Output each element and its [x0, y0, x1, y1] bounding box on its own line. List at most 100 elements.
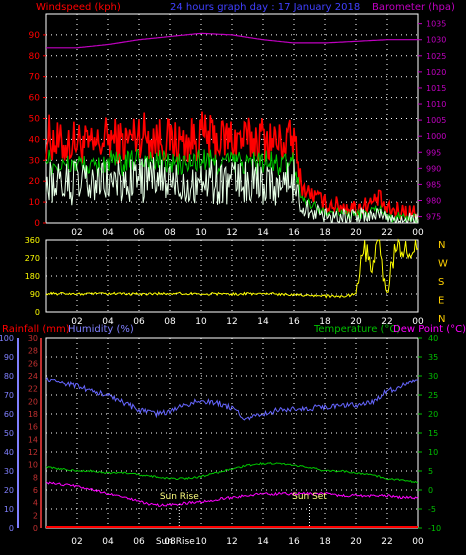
wind-tick-label: 30	[29, 156, 41, 166]
sunrise-label: Sun Rise	[160, 492, 199, 502]
axis-labels: 02 04 06 08 10 12 14 16 18 20 22 000102030405060708…	[0, 20, 448, 547]
x-tick-label: 10	[195, 317, 207, 327]
rainfall-tick-label: 10	[28, 461, 38, 470]
temperature-tick-label: 20	[428, 410, 438, 419]
x-tick-label: 14	[257, 537, 269, 547]
grid-lines	[46, 14, 419, 528]
x-tick-label: 08	[164, 228, 176, 238]
humidity-tick-label: 30	[4, 467, 14, 476]
compass-label: N	[438, 240, 445, 251]
barometer-tick-label: 990	[426, 164, 441, 173]
wind-tick-label: 10	[29, 198, 41, 208]
direction-tick-label: 0	[35, 308, 40, 317]
temperature-tick-label: 35	[428, 353, 438, 362]
rainfall-tick-label: 14	[28, 435, 38, 444]
x-tick-label: 08	[164, 537, 176, 547]
x-tick-label: 06	[133, 317, 145, 327]
humidity-axis-label: Humidity (%)	[68, 324, 134, 335]
x-tick-label: 12	[226, 228, 237, 238]
barometer-tick-label: 1030	[426, 36, 446, 45]
rainfall-tick-label: 26	[28, 359, 38, 368]
direction-tick-label: 180	[25, 272, 40, 281]
x-tick-label: 16	[288, 317, 300, 327]
humidity-tick-label: 10	[4, 505, 14, 514]
x-tick-label: 00	[412, 317, 424, 327]
x-tick-label: 06	[133, 228, 145, 238]
wind-tick-label: 80	[29, 52, 41, 62]
wind-tick-label: 70	[29, 73, 41, 83]
wind-direction-line	[45, 238, 419, 299]
humidity-tick-label: 40	[4, 448, 14, 457]
rainfall-tick-label: 2	[33, 511, 38, 520]
temperature-tick-label: -5	[428, 505, 436, 514]
dewpoint-line	[45, 481, 419, 507]
temperature-tick-label: -10	[428, 524, 441, 533]
barometer-tick-label: 985	[426, 180, 441, 189]
x-tick-label: 20	[350, 537, 362, 547]
rainfall-tick-label: 30	[28, 334, 38, 343]
x-tick-label: 00	[412, 537, 424, 547]
direction-tick-label: 90	[30, 290, 40, 299]
rainfall-tick-label: 6	[33, 486, 38, 495]
windspeed-axis-label: Windspeed (kph)	[36, 2, 121, 13]
compass-label: S	[438, 277, 444, 288]
direction-tick-label: 270	[25, 254, 40, 263]
wind-tick-label: 60	[29, 94, 41, 104]
wind-tick-label: 50	[29, 115, 41, 125]
temperature-tick-label: 25	[428, 391, 438, 400]
temperature-tick-label: 0	[428, 486, 433, 495]
barometer-tick-label: 975	[426, 213, 441, 222]
temperature-axis-label: Temperature (°C)	[313, 324, 400, 335]
wind-tick-label: 90	[29, 31, 41, 41]
wind-tick-label: 20	[29, 177, 41, 187]
series-layer	[45, 32, 419, 528]
x-tick-label: 12	[226, 537, 237, 547]
compass-label: N	[438, 314, 445, 325]
x-tick-label: 12	[226, 317, 237, 327]
barometer-line	[46, 32, 418, 49]
x-tick-label: 04	[102, 317, 114, 327]
x-tick-label: 00	[412, 228, 424, 238]
x-tick-label: 20	[350, 317, 362, 327]
x-tick-label: 14	[257, 228, 269, 238]
x-tick-label: 10	[195, 537, 207, 547]
x-tick-label: 02	[71, 228, 82, 238]
humidity-tick-label: 70	[4, 391, 14, 400]
rainfall-tick-label: 12	[28, 448, 38, 457]
rainfall-tick-label: 28	[28, 347, 38, 356]
x-tick-label: 10	[195, 228, 207, 238]
humidity-tick-label: 80	[4, 372, 14, 381]
temperature-tick-label: 10	[428, 448, 438, 457]
rainfall-tick-label: 22	[28, 385, 38, 394]
barometer-tick-label: 1025	[426, 52, 446, 61]
barometer-tick-label: 1015	[426, 84, 446, 93]
x-tick-label: 16	[288, 228, 300, 238]
barometer-tick-label: 1005	[426, 116, 446, 125]
humidity-line	[45, 377, 419, 421]
humidity-tick-label: 60	[4, 410, 14, 419]
temperature-tick-label: 15	[428, 429, 438, 438]
x-tick-label: 18	[319, 537, 331, 547]
barometer-tick-label: 1000	[426, 132, 446, 141]
compass-label: E	[438, 296, 444, 307]
x-tick-label: 08	[164, 317, 176, 327]
x-tick-label: 02	[71, 537, 82, 547]
temperature-line	[45, 461, 419, 484]
barometer-tick-label: 995	[426, 148, 441, 157]
x-tick-label: 20	[350, 228, 362, 238]
humidity-tick-label: 50	[4, 429, 14, 438]
humidity-tick-label: 20	[4, 486, 14, 495]
x-tick-label: 06	[133, 537, 145, 547]
temperature-tick-label: 40	[428, 334, 438, 343]
sunrise-axis-label: Sun Rise	[156, 537, 195, 547]
humidity-tick-label: 0	[9, 524, 14, 533]
x-tick-label: 22	[381, 537, 392, 547]
x-tick-label: 18	[319, 317, 331, 327]
x-tick-label: 22	[381, 228, 392, 238]
rainfall-tick-label: 20	[28, 397, 38, 406]
x-tick-label: 14	[257, 317, 269, 327]
x-tick-label: 22	[381, 317, 392, 327]
rainfall-tick-label: 4	[33, 499, 38, 508]
